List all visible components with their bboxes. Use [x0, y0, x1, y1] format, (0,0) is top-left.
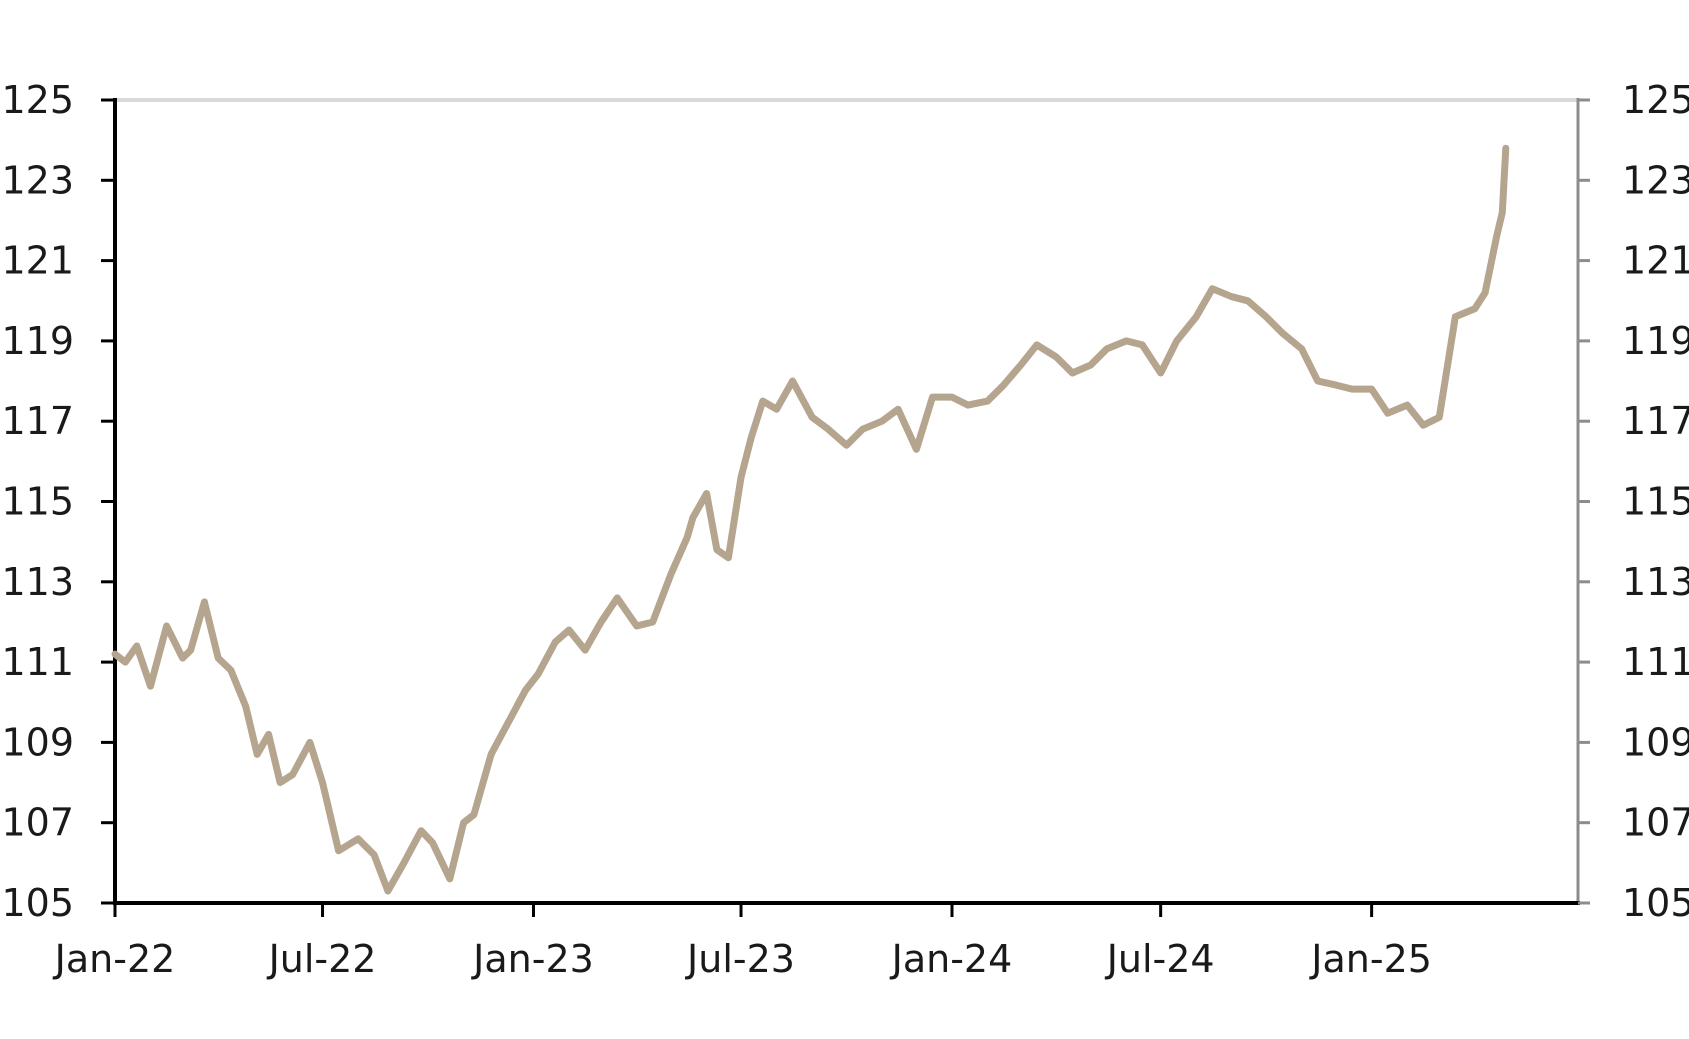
x-tick-label: Jan-24: [890, 937, 1013, 981]
y-tick-label-right: 111: [1622, 640, 1689, 684]
y-tick-label-right: 125: [1622, 78, 1689, 122]
y-tick-label-left: 119: [1, 319, 74, 363]
y-tick-label-left: 117: [1, 399, 74, 443]
y-tick-label-right: 113: [1622, 560, 1689, 604]
x-tick-label: Jul-23: [685, 937, 795, 981]
x-tick-label: Jan-23: [471, 937, 594, 981]
y-tick-label-right: 105: [1622, 881, 1689, 925]
y-tick-label-left: 123: [1, 158, 74, 202]
y-tick-label-left: 109: [1, 720, 74, 764]
y-tick-label-left: 105: [1, 881, 74, 925]
y-tick-label-left: 113: [1, 560, 74, 604]
x-ticks: Jan-22 Jul-22 Jan-23 Jul-23 Jan-24 Jul-24 Jan-…: [53, 903, 1432, 981]
y-tick-label-right: 115: [1622, 480, 1689, 524]
x-tick-label: Jul-22: [267, 937, 377, 981]
y-tick-label-left: 125: [1, 78, 74, 122]
right-y-ticks: 105 107 109 111 113 115 117 119 121 123 125: [1578, 78, 1689, 925]
y-tick-label-right: 119: [1622, 319, 1689, 363]
y-tick-label-right: 107: [1622, 801, 1689, 845]
x-tick-label: Jan-25: [1309, 937, 1432, 981]
y-tick-label-right: 109: [1622, 720, 1689, 764]
series-line: [111, 144, 1510, 895]
y-tick-label-left: 121: [1, 239, 74, 283]
x-tick-label: Jul-24: [1105, 937, 1215, 981]
left-y-ticks: 105 107 109 111 113 115 117 119 121 123 125: [1, 78, 115, 925]
y-tick-label-right: 121: [1622, 239, 1689, 283]
y-tick-label-left: 107: [1, 801, 74, 845]
y-tick-label-left: 115: [1, 480, 74, 524]
y-tick-label-right: 117: [1622, 399, 1689, 443]
y-tick-label-right: 123: [1622, 158, 1689, 202]
y-tick-label-left: 111: [1, 640, 74, 684]
x-tick-label: Jan-22: [53, 937, 176, 981]
